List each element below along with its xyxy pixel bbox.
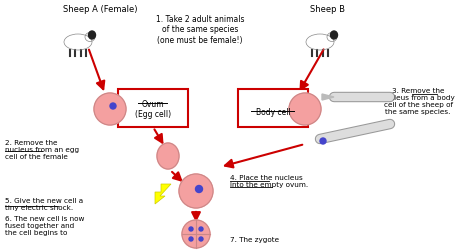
Polygon shape [322, 94, 334, 100]
Ellipse shape [64, 35, 92, 51]
Circle shape [182, 220, 210, 248]
Bar [118, 90, 188, 128]
Circle shape [199, 227, 203, 231]
Polygon shape [155, 184, 171, 204]
Circle shape [110, 104, 116, 110]
Text: Ovum
(Egg cell): Ovum (Egg cell) [135, 100, 171, 119]
Text: 2. Remove the
nucleus from an egg
cell of the female: 2. Remove the nucleus from an egg cell o… [5, 140, 79, 159]
Text: 6. The new cell is now
fused together and
the cell begins to: 6. The new cell is now fused together an… [5, 215, 84, 235]
Text: 5. Give the new cell a
tiny electric shock.: 5. Give the new cell a tiny electric sho… [5, 197, 83, 210]
Text: 4. Place the nucleus
into the empty ovum.: 4. Place the nucleus into the empty ovum… [230, 174, 308, 187]
Ellipse shape [89, 32, 95, 40]
Ellipse shape [327, 33, 337, 42]
Circle shape [189, 237, 193, 241]
Circle shape [179, 174, 213, 208]
Ellipse shape [157, 144, 179, 169]
Bar [238, 90, 308, 128]
Text: Sheep A (Female): Sheep A (Female) [63, 5, 137, 14]
Circle shape [94, 94, 126, 126]
Circle shape [199, 237, 203, 241]
Text: 7. The zygote: 7. The zygote [230, 236, 279, 242]
Text: Body cell: Body cell [255, 108, 291, 116]
Text: Sheep B: Sheep B [310, 5, 345, 14]
Ellipse shape [330, 32, 337, 40]
Circle shape [289, 94, 321, 126]
Ellipse shape [85, 33, 95, 42]
Circle shape [195, 186, 202, 193]
Circle shape [320, 138, 326, 144]
Circle shape [189, 227, 193, 231]
Text: 3. Remove the
nucleus from a body
cell of the sheep of
the same species.: 3. Remove the nucleus from a body cell o… [381, 88, 455, 115]
Ellipse shape [306, 35, 334, 51]
Text: 1. Take 2 adult animals
of the same species
(one must be female!): 1. Take 2 adult animals of the same spec… [156, 15, 244, 44]
